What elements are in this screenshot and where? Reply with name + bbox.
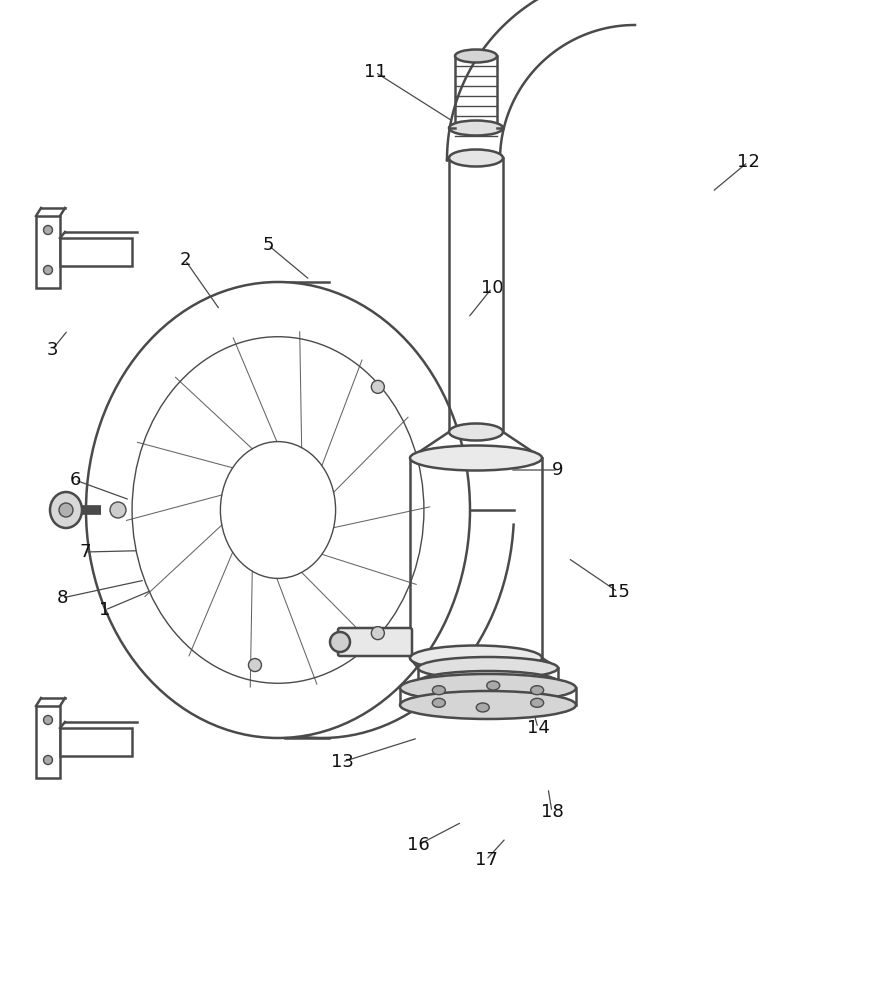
- Text: 6: 6: [70, 471, 81, 489]
- Text: 14: 14: [526, 719, 549, 737]
- Text: 16: 16: [407, 836, 429, 854]
- Ellipse shape: [43, 716, 53, 724]
- Ellipse shape: [531, 686, 544, 695]
- Text: 18: 18: [540, 803, 563, 821]
- Text: 2: 2: [180, 251, 191, 269]
- Bar: [60, 238, 132, 266]
- Ellipse shape: [449, 149, 503, 166]
- Ellipse shape: [43, 756, 53, 764]
- Text: 17: 17: [474, 851, 497, 869]
- Ellipse shape: [220, 442, 335, 578]
- Ellipse shape: [110, 502, 126, 518]
- Ellipse shape: [410, 446, 542, 471]
- Ellipse shape: [330, 632, 350, 652]
- Ellipse shape: [418, 671, 558, 693]
- Ellipse shape: [132, 337, 424, 683]
- Text: 13: 13: [331, 753, 354, 771]
- Text: 11: 11: [363, 63, 386, 81]
- Bar: [60, 728, 132, 756]
- Ellipse shape: [400, 674, 576, 702]
- Ellipse shape: [449, 120, 503, 135]
- Ellipse shape: [432, 698, 445, 707]
- Ellipse shape: [248, 659, 261, 672]
- Text: 3: 3: [47, 341, 58, 359]
- Ellipse shape: [86, 282, 470, 738]
- Ellipse shape: [531, 698, 544, 707]
- Text: 5: 5: [262, 236, 274, 254]
- FancyBboxPatch shape: [338, 628, 412, 656]
- Text: 4: 4: [47, 236, 58, 254]
- Text: 8: 8: [56, 589, 68, 607]
- Ellipse shape: [432, 686, 445, 695]
- Ellipse shape: [371, 380, 385, 393]
- Ellipse shape: [371, 627, 385, 640]
- Ellipse shape: [43, 265, 53, 274]
- Bar: [36, 216, 60, 288]
- Ellipse shape: [455, 49, 497, 62]
- Ellipse shape: [43, 226, 53, 234]
- Text: 12: 12: [737, 153, 759, 171]
- Ellipse shape: [418, 657, 558, 679]
- Ellipse shape: [59, 503, 73, 517]
- Text: 9: 9: [553, 461, 564, 479]
- Ellipse shape: [449, 424, 503, 440]
- Ellipse shape: [50, 492, 82, 528]
- Ellipse shape: [410, 646, 542, 670]
- Text: 7: 7: [79, 543, 91, 561]
- Text: 15: 15: [606, 583, 629, 601]
- Ellipse shape: [400, 691, 576, 719]
- Text: 1: 1: [99, 601, 111, 619]
- Ellipse shape: [487, 681, 500, 690]
- Text: 10: 10: [480, 279, 503, 297]
- Ellipse shape: [476, 703, 489, 712]
- Bar: [36, 706, 60, 778]
